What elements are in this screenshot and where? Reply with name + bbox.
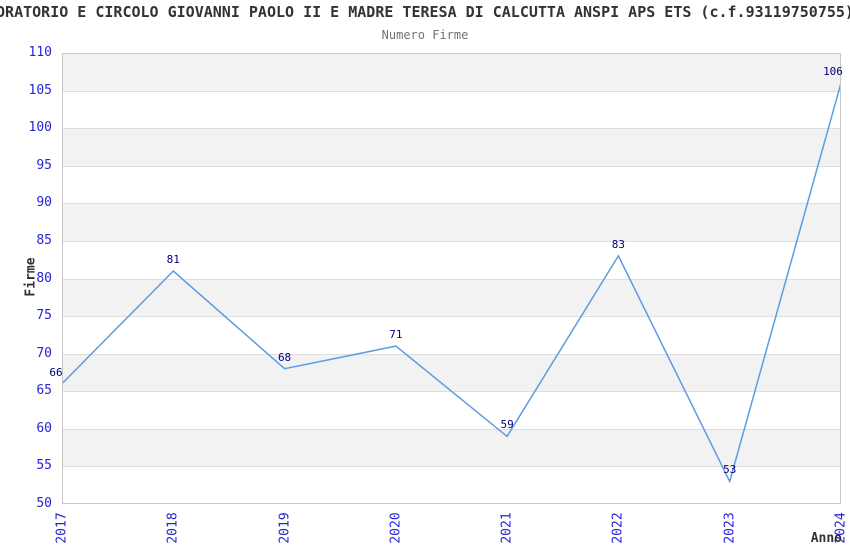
data-label: 106	[823, 65, 843, 79]
plot-band	[62, 203, 841, 241]
data-label: 71	[389, 328, 403, 342]
series-line-svg	[62, 82, 841, 484]
y-gridline	[62, 203, 841, 204]
x-tick-label: 2023	[722, 512, 738, 544]
y-tick-label: 105	[28, 82, 52, 98]
y-tick-label: 70	[36, 345, 52, 361]
y-tick-label: 65	[36, 383, 52, 399]
x-tick-label: 2020	[388, 512, 404, 544]
plot-band	[62, 53, 841, 91]
chart-subtitle: Numero Firme	[381, 28, 469, 42]
plot-band	[62, 353, 841, 392]
plot-band	[62, 240, 841, 279]
x-tick-label: 2019	[277, 512, 293, 544]
plot-band	[62, 165, 841, 204]
y-tick-label: 85	[36, 232, 52, 248]
plot-band	[62, 278, 841, 317]
x-tick-label: 2018	[165, 512, 181, 544]
y-gridline	[62, 429, 841, 430]
y-tick-label: 60	[36, 420, 52, 436]
y-gridline	[62, 354, 841, 355]
y-tick-label: 55	[36, 458, 52, 474]
y-tick-label: 100	[28, 120, 52, 136]
y-tick-label: 95	[36, 157, 52, 173]
x-tick-label: 2021	[499, 512, 515, 544]
y-tick-label: 50	[36, 496, 52, 511]
plot-band	[62, 428, 841, 467]
y-tick-label: 80	[36, 270, 52, 286]
y-gridline	[62, 279, 841, 280]
plot-band	[62, 316, 841, 354]
chart-title: ORATORIO E CIRCOLO GIOVANNI PAOLO II E M…	[0, 3, 850, 21]
y-gridline	[62, 241, 841, 242]
y-gridline	[62, 166, 841, 167]
x-axis-title: Anno	[810, 531, 842, 546]
data-label: 53	[723, 463, 737, 477]
y-gridline	[62, 316, 841, 317]
plot-band	[62, 466, 841, 504]
y-axis-title: Firme	[23, 257, 39, 297]
plot-band	[62, 391, 841, 429]
y-tick-label: 90	[36, 195, 52, 211]
data-label: 59	[500, 418, 514, 432]
y-gridline	[62, 128, 841, 129]
plot-band	[62, 90, 841, 129]
y-gridline	[62, 91, 841, 92]
data-label: 68	[277, 350, 292, 364]
data-label: 83	[611, 237, 626, 251]
data-label: 81	[166, 252, 180, 266]
data-label: 66	[49, 365, 63, 379]
y-tick-label: 75	[36, 308, 52, 324]
plot-band	[62, 128, 841, 166]
plot-area	[62, 53, 841, 504]
y-tick-label: 110	[28, 45, 52, 60]
x-tick-label: 2017	[54, 512, 70, 544]
x-tick-label: 2022	[610, 512, 626, 544]
y-gridline	[62, 466, 841, 467]
series-line	[62, 82, 841, 484]
